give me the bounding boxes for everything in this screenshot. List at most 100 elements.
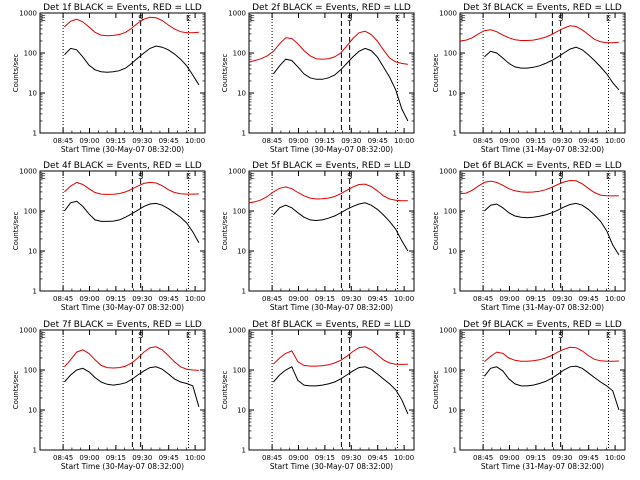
y-tick-label: 1000 (19, 10, 37, 18)
x-tick-label: 09:00 (288, 295, 308, 303)
lld-rate-line (248, 183, 408, 204)
plot-frame (39, 12, 206, 134)
y-tick-label: 1000 (439, 168, 457, 176)
chart-title: Det 7f BLACK = Events, RED = LLD (43, 320, 202, 330)
x-tick-label: 09:15 (106, 137, 126, 145)
x-tick-label: 10:00 (605, 454, 625, 462)
chart-title: Det 5f BLACK = Events, RED = LLD (252, 161, 411, 171)
x-tick-label: 10:00 (605, 295, 625, 303)
y-tick-label: 1000 (439, 327, 457, 335)
y-tick-label: 1000 (19, 168, 37, 176)
y-axis-label: Counts/sec (221, 54, 229, 93)
x-tick-label: 09:30 (132, 454, 152, 462)
x-tick-label: 09:45 (368, 454, 388, 462)
lld-rate-line (459, 25, 619, 44)
x-tick-label: 09:15 (315, 295, 335, 303)
x-tick-label: 09:30 (341, 137, 361, 145)
y-tick-label: 1000 (439, 10, 457, 18)
x-tick-label: 09:15 (526, 454, 546, 462)
lld-rate-line (64, 346, 199, 371)
x-axis-label: Start Time (30-May-07 08:32:00) (61, 462, 184, 471)
x-tick-label: 09:45 (579, 137, 599, 145)
event-marker-e: E (461, 172, 466, 181)
y-tick-label: 100 (444, 367, 457, 375)
x-tick-label: 09:15 (106, 454, 126, 462)
events-rate-line (484, 365, 620, 411)
x-tick-label: 09:45 (368, 137, 388, 145)
plot-frame (248, 329, 415, 451)
events-rate-line (64, 45, 200, 86)
x-tick-label: 09:00 (499, 137, 519, 145)
x-tick-label: 08:45 (53, 454, 73, 462)
chart-panel-4: Det 4f BLACK = Events, RED = LLD 1 10 100 10… (12, 161, 206, 312)
x-tick-label: 09:15 (526, 295, 546, 303)
events-rate-line (273, 47, 409, 122)
plot-frame (248, 12, 415, 134)
y-tick-label: 100 (233, 50, 246, 58)
events-rate-line (273, 366, 409, 415)
plot-frame (459, 329, 626, 451)
chart-title: Det 2f BLACK = Events, RED = LLD (252, 3, 411, 13)
event-marker-e: E (186, 331, 191, 340)
chart-title: Det 6f BLACK = Events, RED = LLD (463, 161, 622, 171)
y-tick-label: 1000 (228, 327, 246, 335)
lld-rate-line (248, 30, 408, 65)
y-tick-label: 10 (448, 90, 457, 98)
x-tick-label: 09:30 (341, 295, 361, 303)
x-tick-label: 09:00 (79, 454, 99, 462)
x-tick-label: 09:45 (579, 295, 599, 303)
plot-frame (459, 12, 626, 134)
y-tick-label: 1 (33, 130, 37, 138)
y-tick-label: 1 (453, 130, 457, 138)
x-tick-label: 09:30 (552, 454, 572, 462)
x-tick-label: 09:15 (526, 137, 546, 145)
plot-frame (39, 170, 206, 292)
x-tick-label: 09:30 (341, 454, 361, 462)
x-tick-label: 09:30 (132, 137, 152, 145)
x-tick-label: 09:45 (159, 295, 179, 303)
x-axis-label: Start Time (31-May-07 08:32:00) (481, 145, 604, 154)
lld-rate-line (273, 346, 408, 367)
lld-rate-line (459, 179, 619, 197)
lld-rate-line (484, 346, 619, 363)
x-tick-label: 09:30 (552, 137, 572, 145)
x-tick-label: 10:00 (185, 295, 205, 303)
event-marker-e: E (186, 14, 191, 23)
y-tick-label: 1 (453, 447, 457, 455)
event-marker-e: E (395, 331, 400, 340)
chart-panel-7: Det 7f BLACK = Events, RED = LLD 1 10 100 10… (12, 320, 206, 471)
events-rate-line (484, 46, 620, 91)
x-tick-label: 08:45 (53, 137, 73, 145)
y-axis-label: Counts/sec (12, 212, 20, 251)
chart-panel-2: Det 2f BLACK = Events, RED = LLD 1 10 100 10… (221, 3, 415, 154)
chart-panel-5: Det 5f BLACK = Events, RED = LLD 1 10 100 10… (221, 161, 415, 312)
x-tick-label: 09:45 (159, 137, 179, 145)
event-marker-s: S (347, 331, 352, 340)
y-tick-label: 100 (24, 50, 37, 58)
x-tick-label: 09:00 (499, 454, 519, 462)
x-tick-label: 08:45 (53, 295, 73, 303)
event-marker-e: E (606, 331, 611, 340)
event-marker-e: E (41, 14, 46, 23)
event-marker-e: E (395, 172, 400, 181)
y-tick-label: 100 (233, 208, 246, 216)
x-tick-label: 08:45 (262, 454, 282, 462)
plot-frame (248, 170, 415, 292)
y-tick-label: 1 (33, 288, 37, 296)
plot-frame (39, 329, 206, 451)
event-marker-e: E (41, 172, 46, 181)
x-axis-label: Start Time (31-May-07 08:32:00) (481, 303, 604, 312)
event-marker-e: E (250, 331, 255, 340)
y-tick-label: 10 (28, 90, 37, 98)
y-tick-label: 10 (28, 248, 37, 256)
events-rate-line (484, 202, 620, 256)
x-tick-label: 09:15 (315, 137, 335, 145)
y-axis-label: Counts/sec (432, 54, 440, 93)
x-tick-label: 09:30 (132, 295, 152, 303)
y-axis-label: Counts/sec (221, 212, 229, 251)
events-rate-line (64, 366, 200, 407)
y-axis-label: Counts/sec (12, 54, 20, 93)
plot-frame (459, 170, 626, 292)
chart-title: Det 8f BLACK = Events, RED = LLD (252, 320, 411, 330)
